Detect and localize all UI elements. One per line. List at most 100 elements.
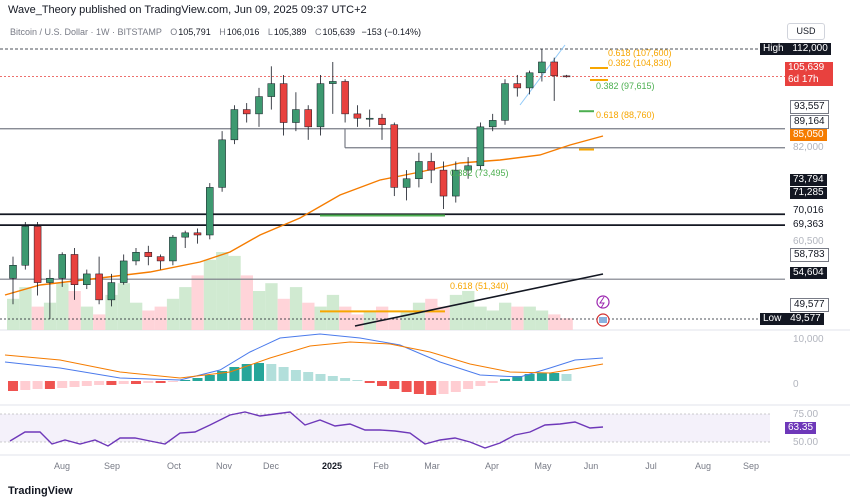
oscillator-bar xyxy=(351,314,364,330)
oscillator-bar xyxy=(117,283,130,330)
low-label: L xyxy=(267,27,273,37)
candle-body xyxy=(464,165,472,171)
oscillator-bar xyxy=(548,314,561,330)
macd-bar xyxy=(536,373,547,381)
candle-body xyxy=(218,139,226,188)
flash-icon[interactable] xyxy=(596,295,610,309)
candle xyxy=(242,103,251,123)
time-axis-label: Sep xyxy=(743,461,759,471)
candlestick-series xyxy=(9,49,571,319)
candle-body xyxy=(525,72,534,89)
oscillator-bar xyxy=(339,306,352,330)
fib-label: 0.382 (73,495) xyxy=(450,168,509,178)
time-axis-label: May xyxy=(534,461,552,471)
macd-bar xyxy=(524,374,535,381)
candle xyxy=(476,122,485,171)
candle xyxy=(525,70,534,95)
oscillator-bar xyxy=(68,291,81,330)
candle xyxy=(329,61,337,114)
low-value: 105,389 xyxy=(273,27,307,37)
oscillator-bar xyxy=(388,318,401,330)
candle-body xyxy=(550,61,558,77)
ema-line xyxy=(4,135,604,296)
macd-bar xyxy=(340,378,351,381)
axis-label: 75.00 xyxy=(793,409,819,420)
candle-body xyxy=(415,161,423,180)
macd-bar xyxy=(155,381,166,383)
oscillator-bar xyxy=(216,252,229,330)
time-axis-label: Dec xyxy=(263,461,280,471)
oscillator-bar xyxy=(179,287,192,330)
publisher-header: Wave_Theory published on TradingView.com… xyxy=(8,4,367,16)
macd-bar xyxy=(364,381,375,383)
candle xyxy=(304,105,312,140)
level-tag: 73,794 xyxy=(790,174,827,186)
trend-line xyxy=(354,273,604,327)
candle-body xyxy=(365,117,374,120)
rsi-line xyxy=(9,411,604,449)
tradingview-logo: TradingView xyxy=(8,485,73,497)
candle-body xyxy=(353,113,362,119)
candle xyxy=(132,247,140,266)
high-value: 106,016 xyxy=(226,27,260,37)
candle-body xyxy=(329,81,337,84)
macd-bar xyxy=(290,370,301,381)
flash-icon-glyph xyxy=(599,296,605,309)
candle xyxy=(501,79,509,125)
oscillator-bar xyxy=(7,298,20,330)
oscillator-bar xyxy=(314,306,327,330)
macd-bar xyxy=(254,363,264,381)
candle xyxy=(427,152,435,184)
channel-line xyxy=(519,44,566,106)
macd-bar xyxy=(450,381,461,392)
macd-bar xyxy=(278,367,289,381)
flag-icon-glyph xyxy=(599,317,607,323)
oscillator-bar xyxy=(437,306,450,330)
macd-bar xyxy=(475,381,486,386)
fib-label: 0.618 (51,340) xyxy=(450,281,509,291)
time-axis-label: Aug xyxy=(54,461,70,471)
candle-body xyxy=(206,187,214,236)
currency-button[interactable]: USD xyxy=(787,23,825,40)
fib-label: 0.618 (88,760) xyxy=(596,110,655,120)
candle xyxy=(46,269,54,319)
candle-body xyxy=(119,260,128,283)
time-axis-label: Feb xyxy=(373,461,389,471)
candle-body xyxy=(9,265,17,279)
candle xyxy=(292,92,300,132)
oscillator-area xyxy=(7,252,573,330)
close-value: 105,639 xyxy=(322,27,355,37)
candle-body xyxy=(230,109,239,141)
candle xyxy=(365,109,374,127)
candle xyxy=(107,273,116,307)
oscillator-bar xyxy=(240,275,253,330)
axis-label: 0 xyxy=(793,379,799,390)
macd-bar xyxy=(131,381,141,384)
oscillator-bar xyxy=(486,310,499,330)
symbol-legend: Bitcoin / U.S. Dollar · 1W · BITSTAMP O1… xyxy=(10,27,421,37)
candle xyxy=(316,74,325,136)
candle-body xyxy=(107,282,116,301)
macd-bar xyxy=(241,364,252,381)
candle xyxy=(33,222,42,296)
candle xyxy=(513,74,522,97)
oscillator-bar xyxy=(56,283,69,330)
fib-label: 0.618 (107,600) xyxy=(608,48,672,58)
macd-bar xyxy=(44,381,55,389)
oscillator-bar xyxy=(302,302,315,330)
oscillator-bar xyxy=(560,318,573,330)
candle-body xyxy=(402,178,411,188)
time-axis: Aug Sep Oct Nov Dec 2025 Feb Mar Apr May Jun Jul Aug… xyxy=(54,461,759,471)
candle xyxy=(341,79,349,123)
oscillator-bar xyxy=(142,310,155,330)
candle xyxy=(464,157,472,179)
candle-body xyxy=(439,169,448,197)
macd-bar xyxy=(20,381,31,390)
high-tag: High 112,000 xyxy=(760,43,831,55)
time-axis-label: Oct xyxy=(167,461,182,471)
change-value: −153 (−0.14%) xyxy=(361,27,422,37)
level-tag: 54,604 xyxy=(790,267,827,279)
oscillator-bar xyxy=(80,306,94,330)
time-axis-label: Jul xyxy=(645,461,657,471)
